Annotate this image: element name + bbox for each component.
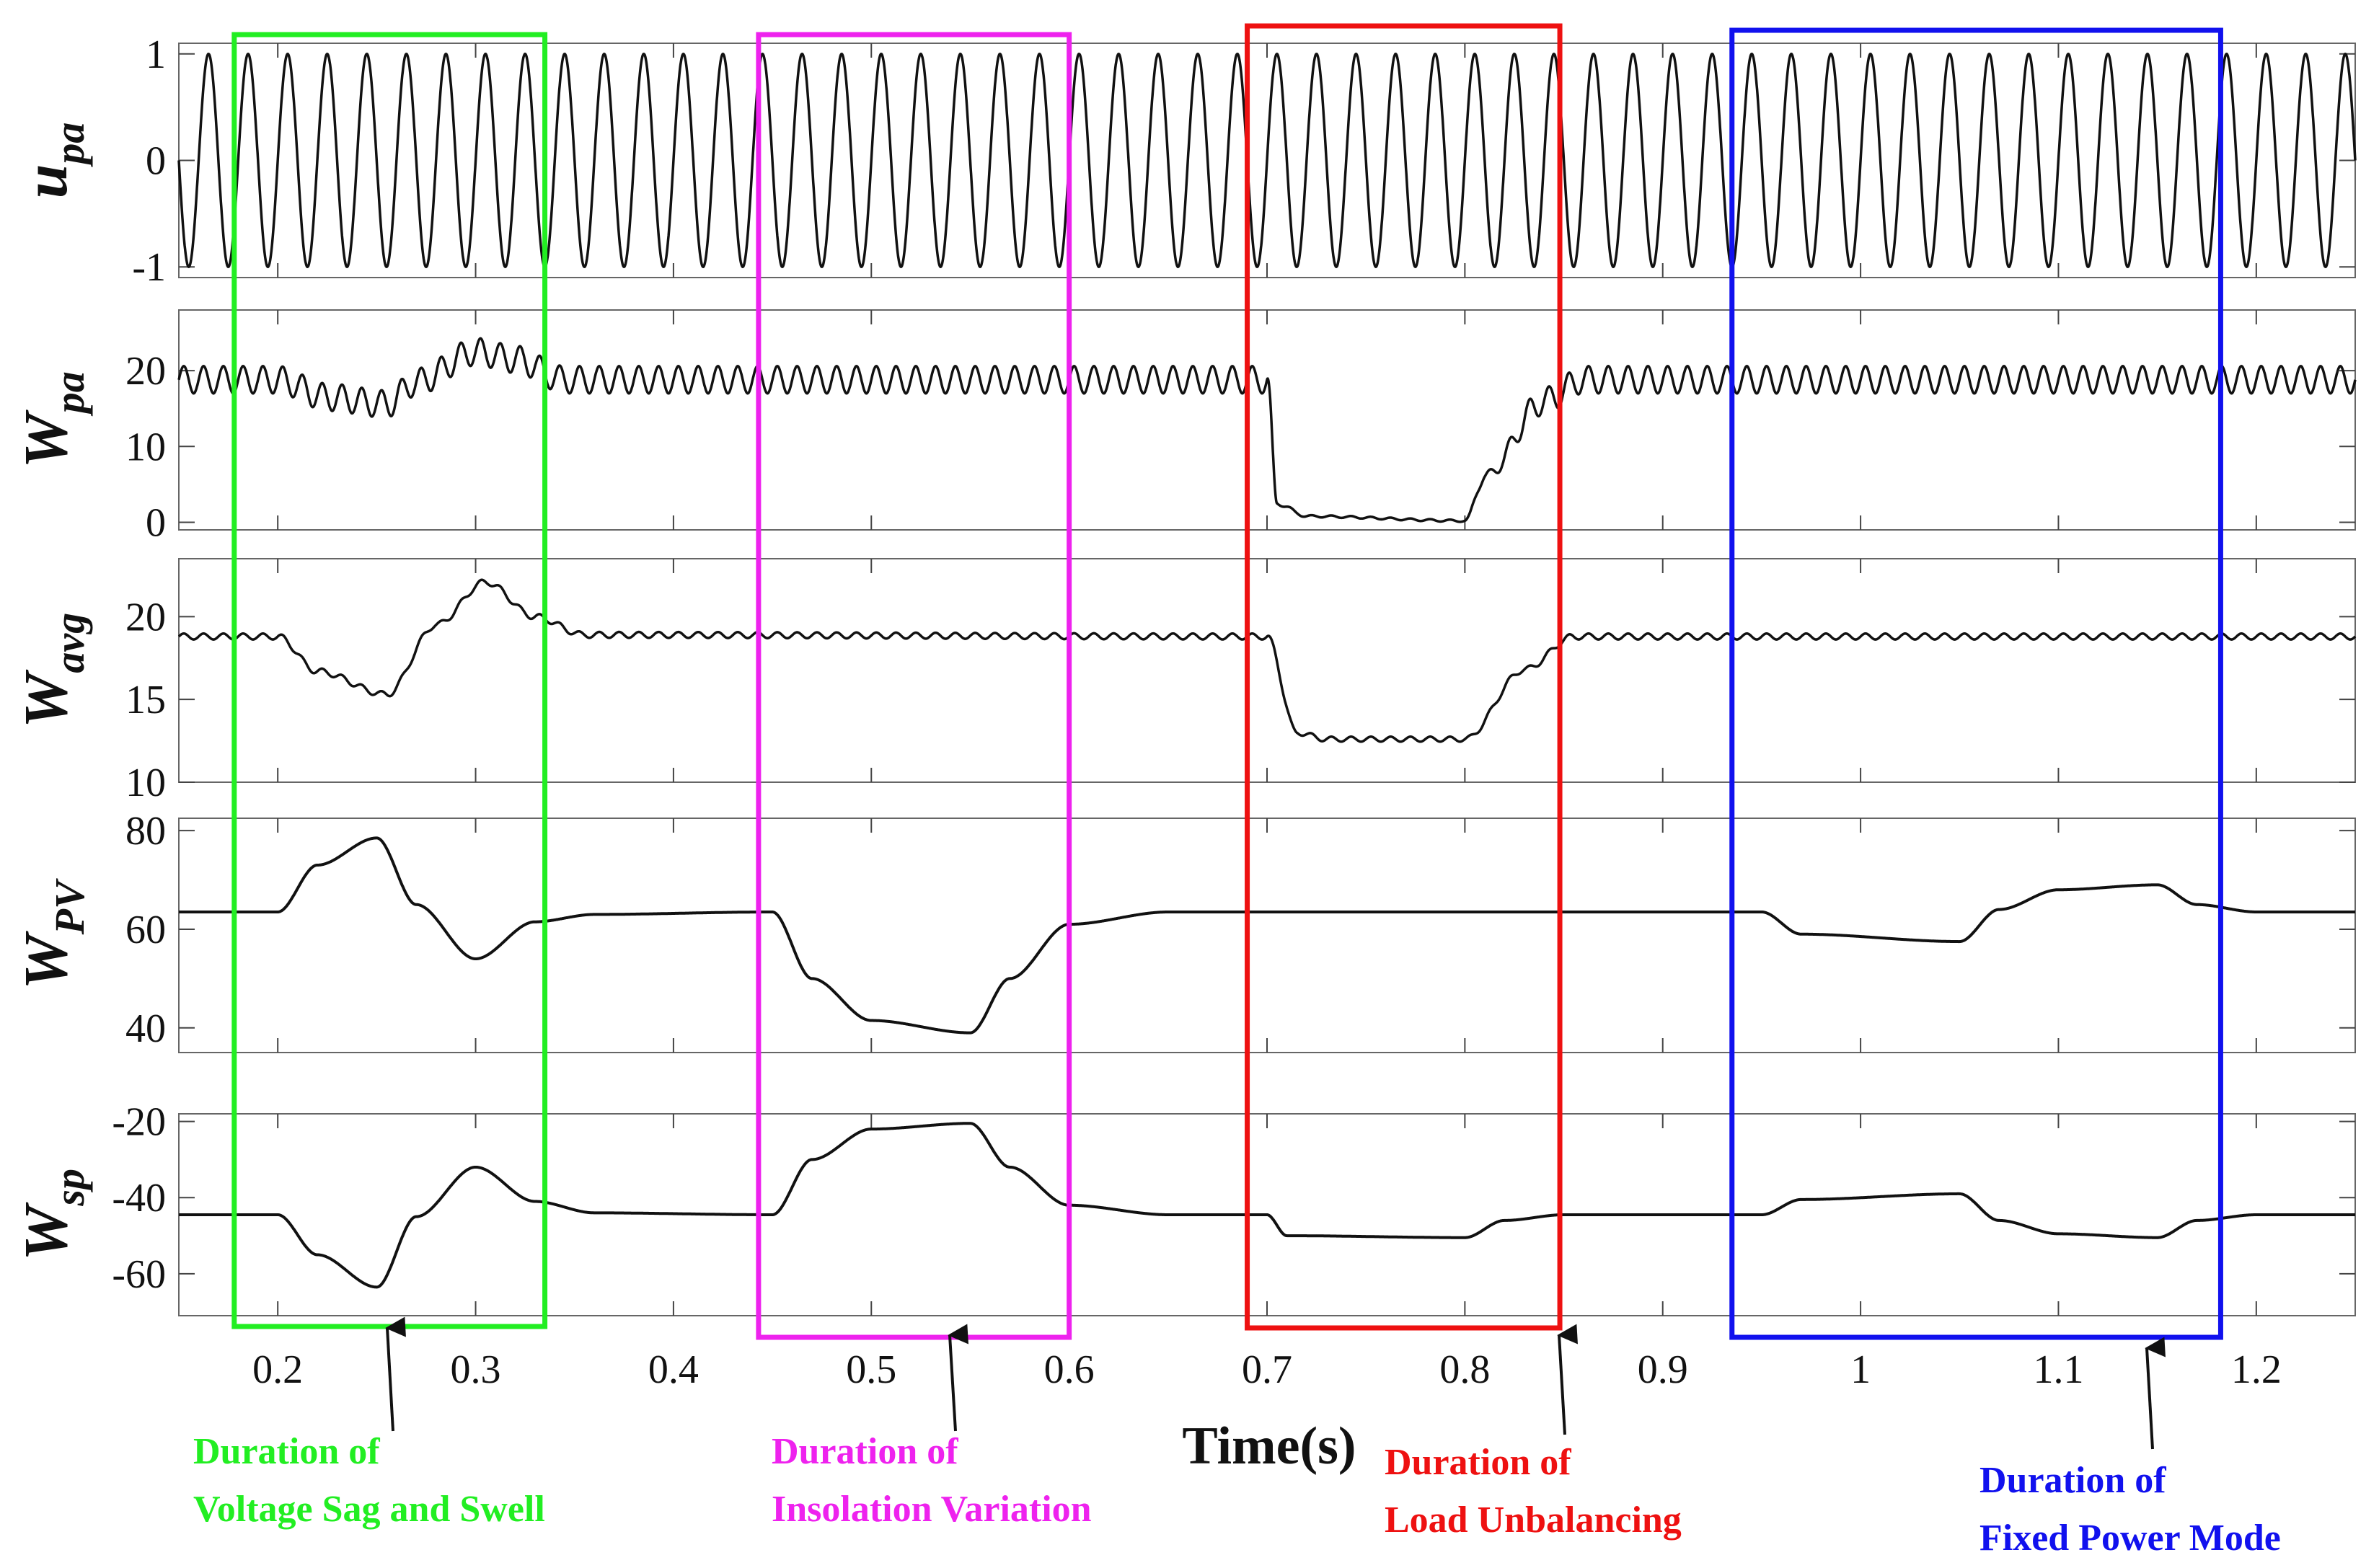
highlight-box-insolation — [756, 32, 1072, 1340]
ytick-label: 10 — [125, 425, 166, 469]
arrow-insolation — [948, 1324, 968, 1432]
xtick-label: 0.2 — [252, 1347, 303, 1392]
annotation-insolation-line2: Insolation Variation — [772, 1489, 1092, 1530]
annotation-sag-swell-line1: Duration of — [193, 1431, 380, 1472]
series-line-upa — [177, 53, 2357, 268]
annotation-insolation-line1: Duration of — [772, 1431, 958, 1472]
y-axis-label-wavg: Wavg — [11, 613, 93, 728]
annotation-fixed-power-line1: Duration of — [1979, 1460, 2166, 1501]
subplot-upa: 1 0 -1 upa — [11, 32, 2357, 290]
ytick-label: 20 — [125, 595, 166, 639]
y-axis-label-wpa: Wpa — [11, 371, 93, 468]
y-axis-label-wpv: WPV — [11, 878, 93, 990]
ytick-label: 40 — [125, 1006, 166, 1051]
arrow-fixed-power — [2145, 1337, 2166, 1450]
xtick-label: 0.3 — [451, 1347, 501, 1392]
ytick-label: 0 — [146, 139, 166, 184]
ytick-label: -40 — [112, 1176, 166, 1221]
xtick-label: 0.7 — [1242, 1347, 1292, 1392]
xtick-label: 0.9 — [1638, 1347, 1688, 1392]
xtick-label: 1 — [1850, 1347, 1871, 1392]
y-axis-label-upa: upa — [11, 123, 93, 199]
highlight-box-fixed-power — [1729, 27, 2223, 1340]
ytick-label: 60 — [125, 908, 166, 952]
subplot-wavg: 20 15 10 Wavg — [11, 558, 2357, 805]
annotation-sag-swell-line2: Voltage Sag and Swell — [193, 1489, 545, 1530]
ytick-label: 80 — [125, 809, 166, 854]
xtick-label: 0.5 — [846, 1347, 896, 1392]
highlight-box-unbalancing — [1245, 23, 1563, 1331]
ytick-label: -20 — [112, 1100, 166, 1145]
y-axis-label-wsp: Wsp — [11, 1169, 93, 1261]
series-line-wavg — [177, 578, 2357, 743]
annotation-unbalancing-line2: Load Unbalancing — [1385, 1500, 1682, 1541]
xtick-label: 1.2 — [2231, 1347, 2282, 1392]
xtick-label: 0.4 — [648, 1347, 699, 1392]
ytick-label: 1 — [146, 32, 166, 77]
ytick-label: -60 — [112, 1252, 166, 1297]
ytick-label: 15 — [125, 678, 166, 722]
ytick-label: 10 — [125, 761, 166, 805]
series-line-wpv — [177, 836, 2357, 1035]
subplot-wpa: 20 10 0 Wpa — [11, 309, 2357, 545]
ytick-label: 20 — [125, 349, 166, 394]
xtick-label: 0.8 — [1439, 1347, 1490, 1392]
subplot-wpv: 80 60 40 WPV — [11, 809, 2357, 1053]
arrow-sag-swell — [385, 1316, 406, 1432]
ytick-label: 0 — [146, 500, 166, 545]
annotation-fixed-power-line2: Fixed Power Mode — [1979, 1518, 2281, 1559]
subplot-wsp: -20 -40 -60 Wsp — [11, 1100, 2357, 1316]
xtick-label: 0.6 — [1044, 1347, 1095, 1392]
annotation-unbalancing-line1: Duration of — [1385, 1442, 1571, 1483]
x-axis-label: Time(s) — [1182, 1417, 1356, 1476]
series-line-wpa — [177, 337, 2357, 523]
series-line-wsp — [177, 1122, 2357, 1289]
ytick-label: -1 — [132, 245, 166, 290]
arrow-unbalancing — [1557, 1324, 1578, 1435]
xtick-label: 1.1 — [2033, 1347, 2083, 1392]
